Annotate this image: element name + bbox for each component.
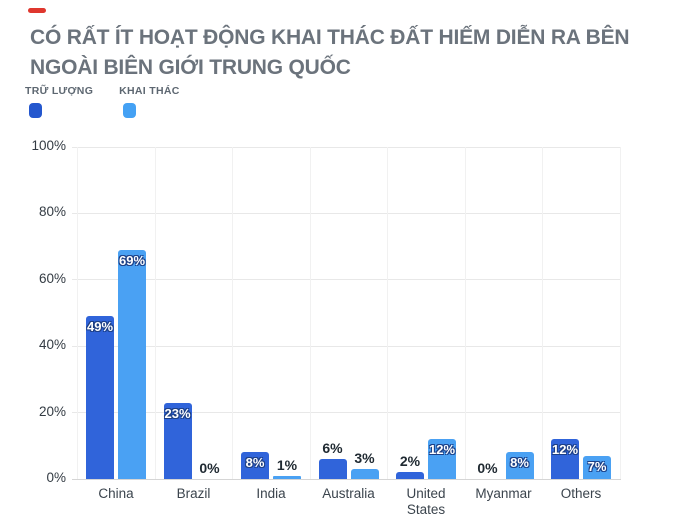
value-label-reserves-china: 49% xyxy=(86,319,114,335)
value-label-reserves-india: 8% xyxy=(245,455,265,471)
value-label-reserves-united-states: 2% xyxy=(399,453,421,470)
value-label-mining-others: 7% xyxy=(587,458,607,474)
value-label-mining-myanmar: 8% xyxy=(510,455,529,471)
bar-chart-plot-area: 49% 69% 23% 0% 8% 1% 6% 3% 2% 12% 0% 8% 12% 7% xyxy=(72,146,621,480)
bar-reserves-china[interactable] xyxy=(86,316,114,479)
value-label-reserves-myanmar: 0% xyxy=(477,460,498,476)
y-axis-tick-80: 80% xyxy=(38,204,66,220)
legend-item-reserves: TRỮ LƯỢNG xyxy=(25,85,93,118)
gridline-v-4 xyxy=(387,147,388,479)
gridline-v-6 xyxy=(542,147,543,479)
bar-mining-china[interactable] xyxy=(118,249,146,479)
bar-mining-india[interactable] xyxy=(273,475,301,479)
chart-title-line2: NGOÀI BIÊN GIỚI TRUNG QUỐC xyxy=(30,55,351,79)
bar-mining-united-states[interactable] xyxy=(428,439,456,479)
y-axis-tick-40: 40% xyxy=(38,337,66,353)
bar-reserves-brazil[interactable] xyxy=(163,402,192,479)
x-axis-label-china: China xyxy=(98,486,134,501)
legend-item-mining: KHAI THÁC xyxy=(119,85,179,118)
bar-mining-australia[interactable] xyxy=(350,469,379,479)
gridline-v-5 xyxy=(464,147,466,479)
value-label-mining-china: 69% xyxy=(118,252,146,268)
gridline-v-0 xyxy=(77,147,78,479)
gridline-v-1 xyxy=(154,147,156,479)
y-axis-tick-0: 0% xyxy=(46,470,66,485)
value-label-reserves-australia: 6% xyxy=(322,440,343,457)
gridline-h-80 xyxy=(72,212,621,214)
gridline-h-40 xyxy=(72,345,621,347)
brand-accent-dash xyxy=(28,8,46,13)
gridline-v-2 xyxy=(232,147,233,479)
legend-swatch-reserves xyxy=(29,103,42,118)
bar-reserves-australia[interactable] xyxy=(318,459,347,479)
x-axis-label-india: India xyxy=(256,486,286,501)
legend-label-mining: KHAI THÁC xyxy=(119,85,180,97)
y-axis-tick-60: 60% xyxy=(38,270,66,286)
legend-label-reserves: TRỮ LƯỢNG xyxy=(25,85,94,97)
gridline-v-7 xyxy=(619,147,621,479)
gridline-h-60 xyxy=(72,279,621,281)
value-label-reserves-others: 12% xyxy=(551,442,579,458)
x-axis-label-brazil: Brazil xyxy=(176,486,211,501)
value-label-reserves-brazil: 23% xyxy=(164,405,191,421)
x-axis-label-others: Others xyxy=(560,486,602,501)
value-label-mining-brazil: 0% xyxy=(199,460,220,476)
chart-title-line1: CÓ RẤT ÍT HOẠT ĐỘNG KHAI THÁC ĐẤT HIẾM D… xyxy=(30,26,630,49)
bar-reserves-india[interactable] xyxy=(241,452,269,479)
x-axis-label-united-states: United States xyxy=(406,486,446,517)
value-label-mining-united-states: 12% xyxy=(428,442,456,458)
chart-title: CÓ RẤT ÍT HOẠT ĐỘNG KHAI THÁC ĐẤT HIẾM D… xyxy=(30,23,650,82)
y-axis-tick-20: 20% xyxy=(38,403,66,419)
gridline-h-100 xyxy=(72,146,621,148)
bar-mining-others[interactable] xyxy=(583,455,611,479)
value-label-mining-india: 1% xyxy=(276,456,298,473)
gridline-h-20 xyxy=(72,412,621,414)
bar-reserves-others[interactable] xyxy=(551,439,579,479)
x-axis-label-australia: Australia xyxy=(322,486,375,501)
y-axis-tick-100: 100% xyxy=(31,138,66,153)
bar-reserves-united-states[interactable] xyxy=(396,472,424,479)
legend: TRỮ LƯỢNG KHAI THÁC xyxy=(25,85,180,118)
x-axis-label-myanmar: Myanmar xyxy=(475,486,532,501)
legend-swatch-mining xyxy=(123,103,137,118)
gridline-v-3 xyxy=(309,147,311,479)
gridline-h-0 xyxy=(72,478,621,480)
value-label-mining-australia: 3% xyxy=(354,450,375,467)
bar-mining-myanmar[interactable] xyxy=(505,452,534,479)
